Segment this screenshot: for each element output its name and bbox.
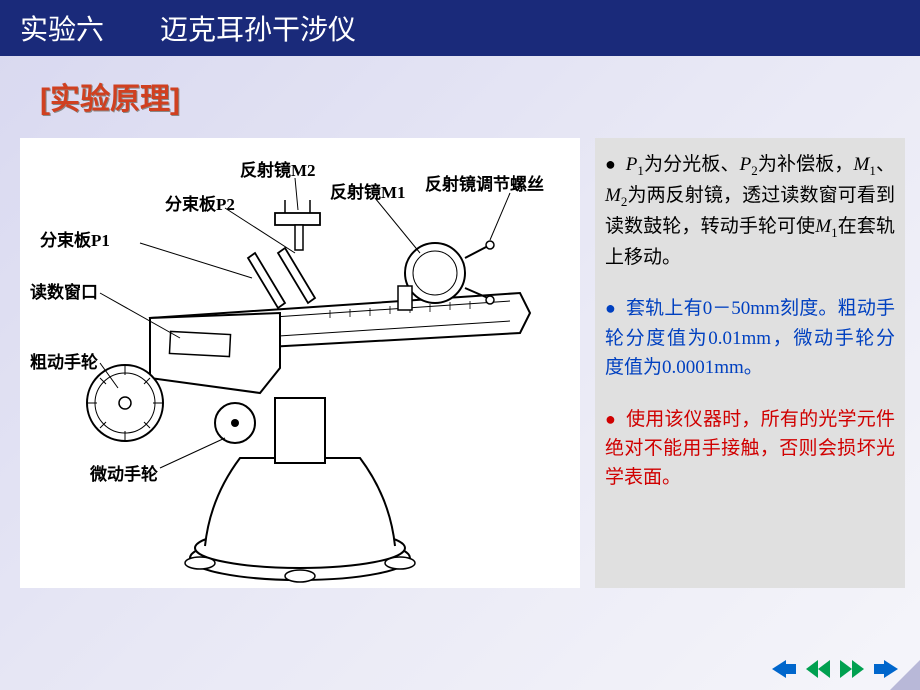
nav-rewind-icon[interactable] — [804, 658, 832, 680]
paragraph-2: ● 套轨上有0－50mm刻度。粗动手轮分度值为0.01mm，微动手轮分度值为0.… — [605, 294, 895, 382]
nav-controls — [770, 658, 900, 680]
label-m2: 反射镜M2 — [240, 156, 316, 181]
section-subtitle: [实验原理] — [0, 56, 920, 118]
label-m1: 反射镜M1 — [330, 178, 406, 203]
paragraph-3: ● 使用该仪器时，所有的光学元件绝对不能用手接触，否则会损坏光学表面。 — [605, 405, 895, 493]
nav-forward-icon[interactable] — [838, 658, 866, 680]
slide-title: 实验六 迈克耳孙干涉仪 — [0, 0, 920, 56]
p1-b: 为补偿板， — [758, 154, 854, 175]
bullet-icon: ● — [605, 154, 616, 174]
bullet-icon: ● — [605, 409, 616, 429]
nav-prev-icon[interactable] — [770, 658, 798, 680]
label-adjust-screw: 反射镜调节螺丝 — [425, 170, 544, 195]
instrument-diagram: 分束板P1 分束板P2 反射镜M2 反射镜M1 反射镜调节螺丝 读数窗口 粗动手… — [20, 138, 580, 588]
content-area: 分束板P1 分束板P2 反射镜M2 反射镜M1 反射镜调节螺丝 读数窗口 粗动手… — [0, 118, 920, 588]
p2-text: 套轨上有0－50mm刻度。粗动手轮分度值为0.01mm，微动手轮分度值为0.00… — [605, 298, 895, 378]
paragraph-1: ● P1为分光板、P2为补偿板，M1、M2为两反射镜，透过读数窗可看到读数鼓轮，… — [605, 150, 895, 272]
p1-c: 、 — [876, 154, 895, 175]
label-p2: 分束板P2 — [165, 190, 235, 215]
diagram-svg — [20, 138, 580, 588]
page-curl-icon — [890, 660, 920, 690]
label-p1: 分束板P1 — [40, 226, 110, 251]
description-panel: ● P1为分光板、P2为补偿板，M1、M2为两反射镜，透过读数窗可看到读数鼓轮，… — [595, 138, 905, 588]
bullet-icon: ● — [605, 298, 616, 318]
p3-text: 使用该仪器时，所有的光学元件绝对不能用手接触，否则会损坏光学表面。 — [605, 409, 895, 489]
label-fine-wheel: 微动手轮 — [90, 460, 158, 485]
p1-a: 为分光板、 — [644, 154, 740, 175]
label-reading-window: 读数窗口 — [30, 278, 98, 303]
label-coarse-wheel: 粗动手轮 — [30, 348, 98, 373]
